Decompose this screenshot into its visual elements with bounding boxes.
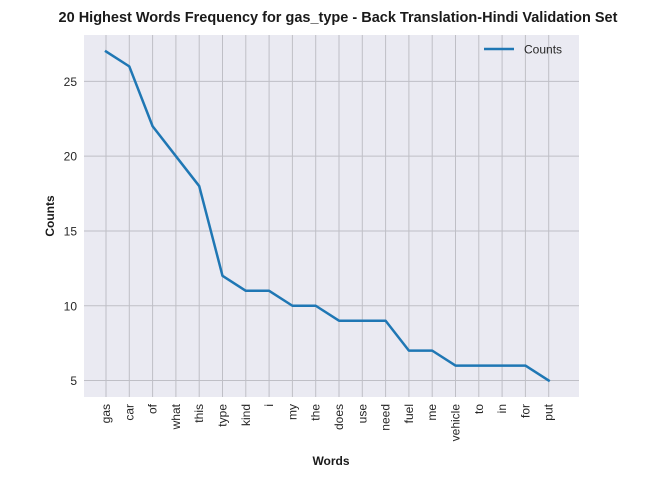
x-tick-label: for xyxy=(518,404,532,418)
data-point xyxy=(476,363,482,369)
x-tick-label: use xyxy=(355,404,369,424)
x-tick-label: of xyxy=(146,403,160,414)
y-tick-label: 20 xyxy=(64,150,78,164)
y-tick-label: 15 xyxy=(64,224,78,238)
data-point xyxy=(243,288,249,294)
data-point xyxy=(499,363,505,369)
x-tick-label: car xyxy=(122,404,136,421)
x-tick-label: in xyxy=(495,404,509,413)
x-tick-label: type xyxy=(216,404,230,427)
grid-lines xyxy=(84,35,579,397)
x-tick-label: fuel xyxy=(402,404,416,423)
x-tick-label: this xyxy=(192,404,206,423)
data-point xyxy=(406,348,412,354)
data-point xyxy=(313,303,319,309)
x-axis: gas car of what this type kind i my the does use nee… xyxy=(99,403,556,441)
data-point xyxy=(429,348,435,354)
y-tick-label: 10 xyxy=(64,299,78,313)
legend-label-counts: Counts xyxy=(524,43,562,57)
x-tick-label: me xyxy=(425,404,439,421)
x-tick-label: i xyxy=(262,404,276,407)
x-axis-label: Words xyxy=(312,454,349,468)
data-point xyxy=(173,153,179,159)
data-point xyxy=(453,363,459,369)
data-point xyxy=(220,273,226,279)
data-point xyxy=(103,48,109,54)
data-point xyxy=(266,288,272,294)
series-line-counts xyxy=(104,49,551,383)
x-tick-label: need xyxy=(379,404,393,431)
x-tick-label: kind xyxy=(239,404,253,426)
chart-title: 20 Highest Words Frequency for gas_type … xyxy=(59,10,618,26)
x-tick-label: to xyxy=(472,404,486,414)
data-point xyxy=(126,63,132,69)
series-group xyxy=(103,48,552,384)
x-tick-label: what xyxy=(169,403,183,430)
data-point xyxy=(359,318,365,324)
x-tick-label: gas xyxy=(99,404,113,423)
data-point xyxy=(522,363,528,369)
y-tick-label: 25 xyxy=(64,75,78,89)
data-point xyxy=(546,378,552,384)
plot-area xyxy=(84,35,579,397)
legend: Counts xyxy=(484,43,562,57)
data-point xyxy=(196,183,202,189)
x-tick-label: my xyxy=(285,404,299,420)
y-axis: 5 10 15 20 25 xyxy=(64,75,78,388)
y-tick-label: 5 xyxy=(70,374,77,388)
x-tick-label: the xyxy=(309,404,323,421)
x-tick-label: does xyxy=(332,404,346,430)
data-point xyxy=(336,318,342,324)
x-tick-label: vehicle xyxy=(449,404,463,442)
data-point xyxy=(150,123,156,129)
data-point xyxy=(289,303,295,309)
data-point xyxy=(383,318,389,324)
x-tick-label: put xyxy=(542,403,556,420)
y-axis-label: Counts xyxy=(43,195,57,237)
